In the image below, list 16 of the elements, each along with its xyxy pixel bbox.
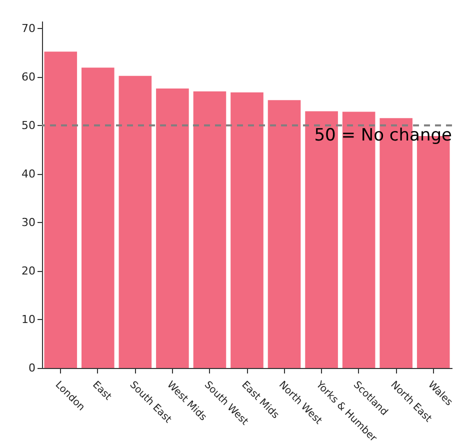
bar (268, 100, 301, 368)
bar (230, 92, 264, 368)
y-tick-label: 50 (22, 118, 36, 132)
bar (156, 88, 189, 368)
y-tick-label: 30 (22, 216, 36, 229)
y-tick-label: 0 (28, 362, 36, 374)
bar (118, 76, 152, 368)
bar (305, 111, 338, 368)
bar (82, 68, 114, 368)
y-tick-label: 70 (22, 22, 36, 35)
y-tick-label: 10 (22, 312, 36, 326)
y-tick-label: 20 (22, 264, 36, 278)
bar (44, 52, 78, 368)
y-tick-label: 40 (22, 167, 36, 180)
bar (193, 91, 226, 368)
y-tick-label: 60 (22, 70, 36, 84)
